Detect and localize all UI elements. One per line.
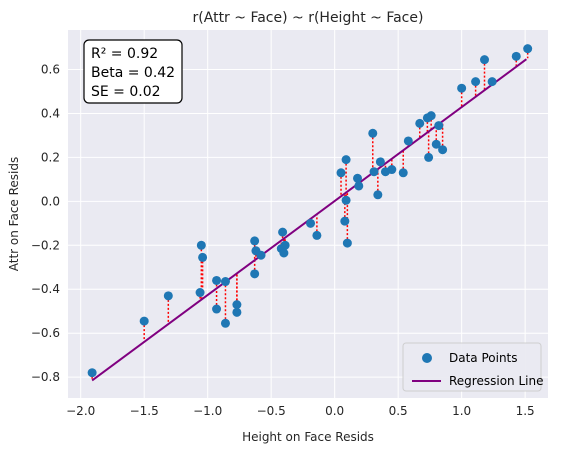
- data-point: [212, 304, 222, 314]
- data-point: [312, 230, 322, 240]
- data-point: [471, 77, 481, 87]
- data-point: [212, 275, 222, 285]
- legend-point-marker: [422, 353, 432, 363]
- y-tick-label: 0.6: [41, 63, 60, 77]
- data-point: [196, 240, 206, 250]
- data-point: [195, 288, 205, 298]
- y-tick-label: 0.2: [41, 150, 60, 164]
- data-point: [403, 136, 413, 146]
- data-point: [341, 195, 351, 205]
- data-point: [232, 300, 242, 310]
- data-point: [250, 269, 260, 279]
- data-point: [340, 216, 350, 226]
- data-point: [373, 190, 383, 200]
- x-tick-label: 0.0: [325, 404, 344, 418]
- grid: [68, 30, 548, 398]
- chart-title: r(Attr ~ Face) ~ r(Height ~ Face): [193, 10, 424, 26]
- data-point: [354, 181, 364, 191]
- x-tick-label: −0.5: [257, 404, 286, 418]
- data-point: [198, 252, 208, 262]
- data-point: [87, 368, 97, 378]
- data-point: [278, 227, 288, 237]
- data-point: [220, 318, 230, 328]
- data-points: [87, 44, 533, 378]
- x-axis-ticks: −2.0 −1.5 −1.0 −0.5 0.0 0.5 1.0 1.5: [66, 404, 535, 418]
- data-point: [256, 250, 266, 260]
- data-point: [426, 111, 436, 121]
- data-point: [431, 139, 441, 149]
- y-tick-label: 0.4: [41, 106, 60, 120]
- y-axis-ticks: −0.8 −0.6 −0.4 −0.2 0.0 0.2 0.4 0.6: [31, 63, 60, 385]
- data-point: [387, 165, 397, 175]
- x-axis-label: Height on Face Resids: [242, 430, 374, 444]
- y-tick-label: −0.6: [31, 326, 60, 340]
- data-point: [341, 155, 351, 165]
- y-tick-label: 0.0: [41, 194, 60, 208]
- y-axis-label: Attr on Face Resids: [7, 157, 21, 272]
- data-point: [369, 167, 379, 177]
- x-tick-label: −1.0: [193, 404, 222, 418]
- legend-label-regression: Regression Line: [449, 374, 543, 388]
- data-point: [424, 152, 434, 162]
- legend-frame: [402, 342, 542, 392]
- data-point: [511, 51, 521, 61]
- data-point: [280, 240, 290, 250]
- stats-beta: Beta = 0.42: [91, 65, 175, 81]
- data-point: [415, 118, 425, 128]
- data-point: [139, 316, 149, 326]
- data-point: [438, 145, 448, 155]
- data-point: [306, 218, 316, 228]
- y-tick-label: −0.2: [31, 238, 60, 252]
- stats-box: R² = 0.92 Beta = 0.42 SE = 0.02: [83, 39, 183, 104]
- x-tick-label: −1.5: [130, 404, 159, 418]
- data-point: [398, 168, 408, 178]
- data-point: [220, 277, 230, 287]
- data-point: [353, 173, 363, 183]
- stats-se: SE = 0.02: [91, 84, 161, 100]
- data-point: [250, 236, 260, 246]
- x-tick-label: 1.0: [452, 404, 471, 418]
- data-point: [457, 83, 467, 93]
- x-tick-label: 0.5: [389, 404, 408, 418]
- data-point: [523, 44, 533, 54]
- data-point: [375, 157, 385, 167]
- stats-r-squared: R² = 0.92: [91, 46, 158, 62]
- x-tick-label: 1.5: [516, 404, 535, 418]
- data-point: [163, 291, 173, 301]
- data-point: [342, 238, 352, 248]
- x-tick-label: −2.0: [66, 404, 95, 418]
- data-point: [480, 55, 490, 65]
- data-point: [336, 168, 346, 178]
- data-point: [279, 248, 289, 258]
- legend: Data Points Regression Line: [402, 342, 543, 392]
- y-tick-label: −0.8: [31, 370, 60, 384]
- data-point: [232, 307, 242, 317]
- legend-label-points: Data Points: [449, 351, 518, 365]
- y-tick-label: −0.4: [31, 282, 60, 296]
- data-point: [487, 77, 497, 87]
- stats-box-frame: [83, 39, 183, 104]
- data-point: [434, 121, 444, 131]
- data-point: [368, 128, 378, 138]
